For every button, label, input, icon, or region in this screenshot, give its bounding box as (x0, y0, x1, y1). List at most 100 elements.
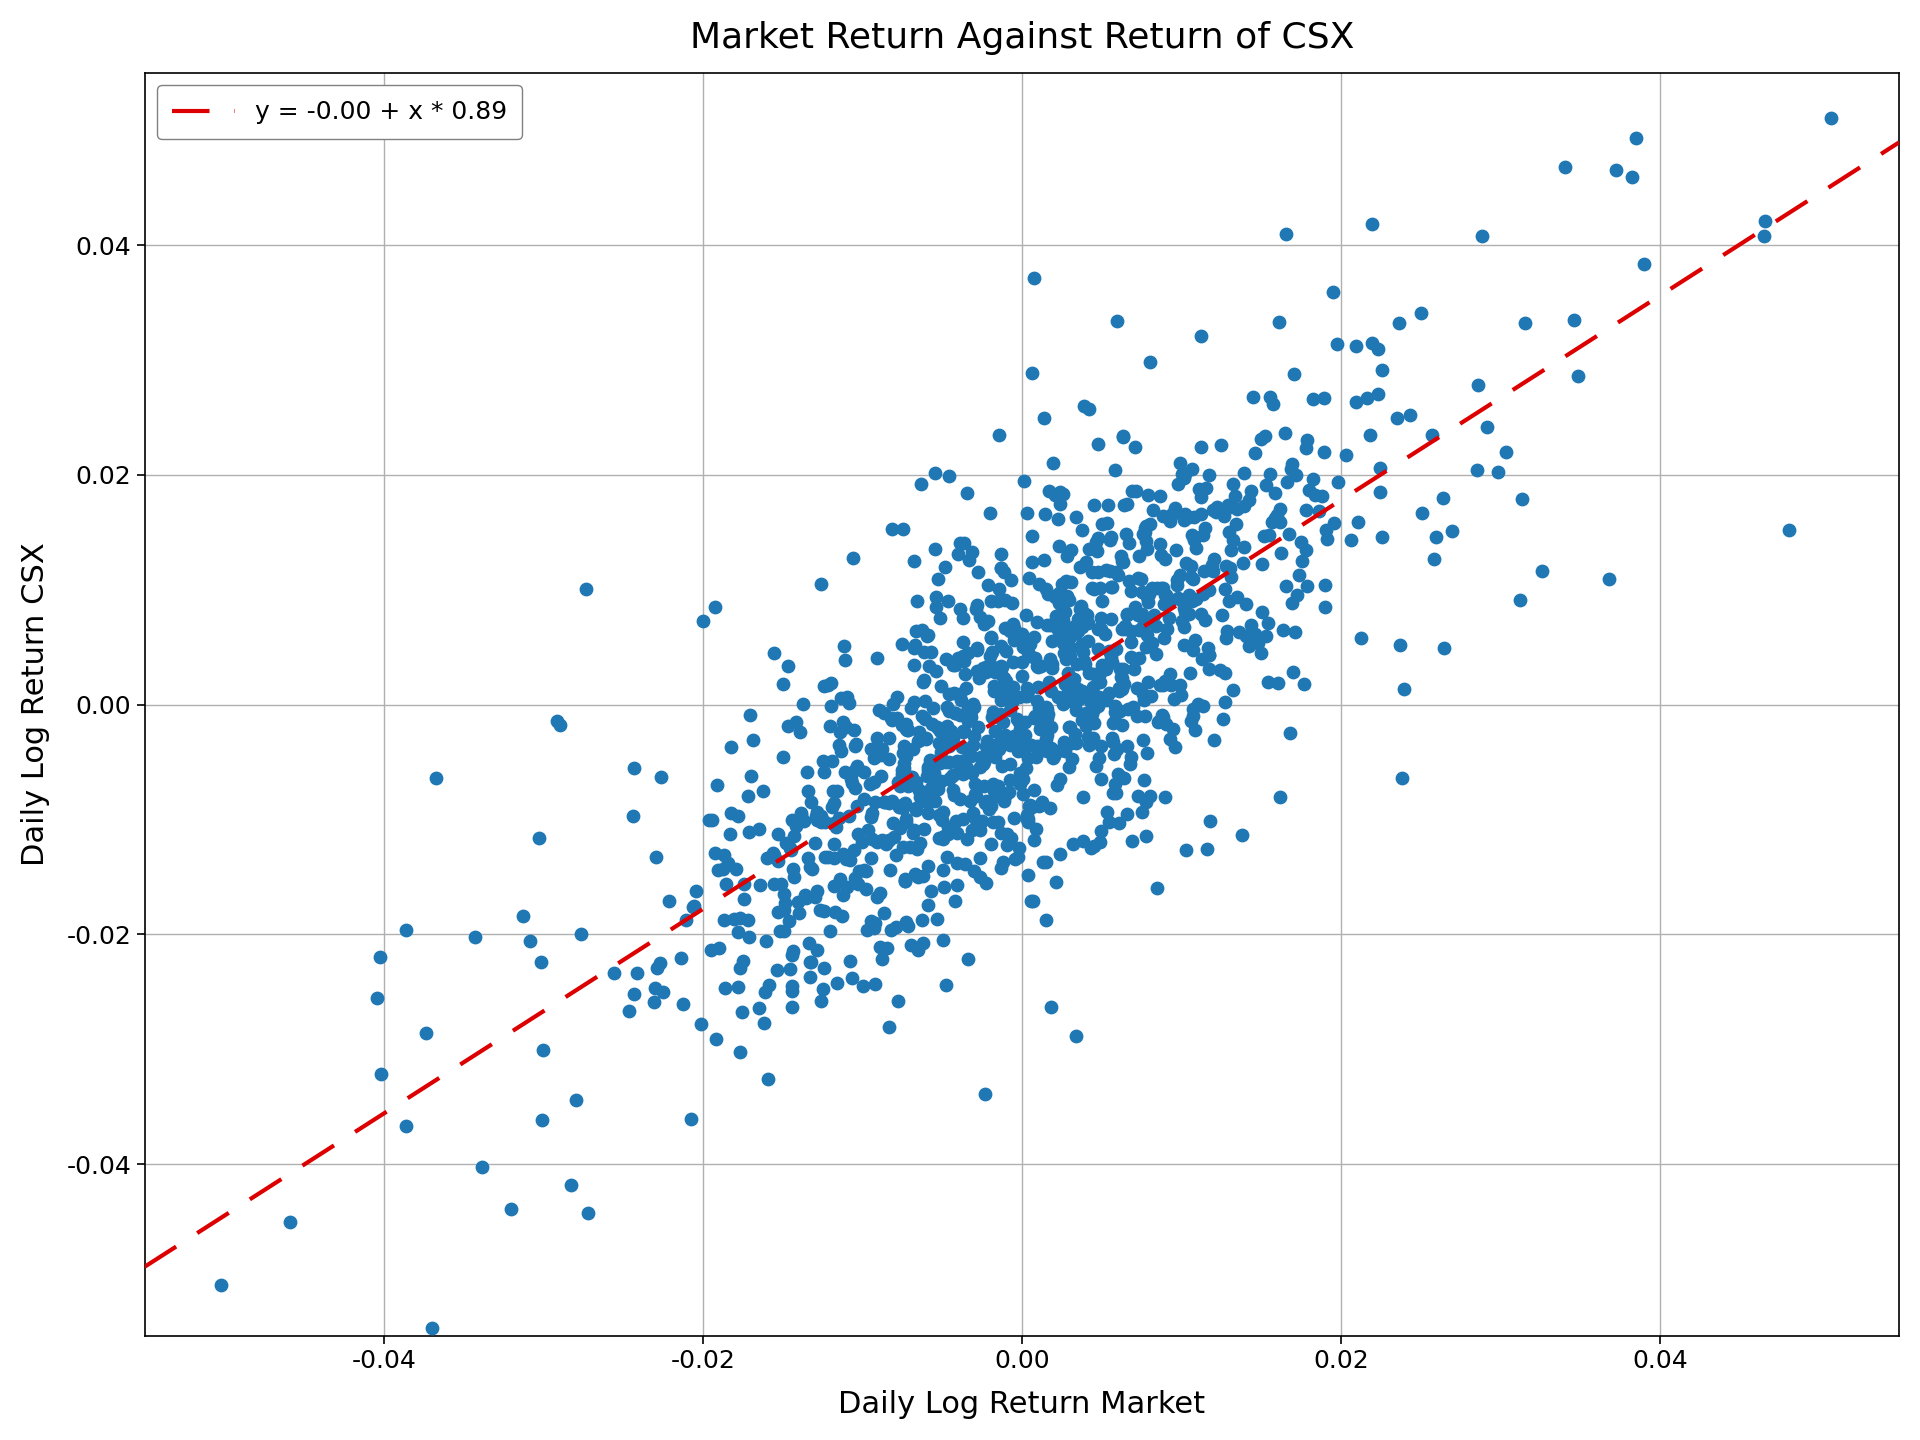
Point (1018, 890, 1048, 913)
Point (710, 873, 741, 896)
Point (874, 858, 904, 881)
Point (998, 651, 1029, 674)
Point (1227, 824, 1258, 847)
Point (1014, 747, 1044, 770)
Point (820, 900, 851, 923)
Point (985, 678, 1016, 701)
Point (868, 901, 899, 924)
Point (1169, 838, 1200, 861)
Point (1167, 504, 1198, 527)
Point (1352, 386, 1382, 409)
Point (1275, 721, 1306, 744)
Point (952, 482, 983, 505)
Point (993, 616, 1023, 639)
Point (1258, 393, 1288, 416)
Point (1123, 647, 1154, 670)
Point (837, 547, 868, 570)
Point (985, 556, 1016, 579)
Point (753, 973, 783, 996)
Point (1175, 661, 1206, 684)
Point (1075, 690, 1106, 713)
Point (1148, 626, 1179, 649)
Point (1229, 461, 1260, 484)
Point (1175, 708, 1206, 732)
Point (1033, 703, 1064, 726)
Point (1064, 687, 1094, 710)
Point (1046, 609, 1077, 632)
Point (987, 851, 1018, 874)
Point (1526, 560, 1557, 583)
Point (733, 821, 764, 844)
Point (881, 844, 912, 867)
Point (933, 589, 964, 612)
Point (1117, 658, 1148, 681)
Point (995, 827, 1025, 850)
Point (956, 700, 987, 723)
Point (1035, 613, 1066, 636)
Point (822, 779, 852, 802)
Point (998, 848, 1029, 871)
Point (1052, 683, 1083, 706)
Point (852, 818, 883, 841)
Point (1133, 484, 1164, 507)
Point (1617, 166, 1647, 189)
Point (1181, 536, 1212, 559)
Point (1014, 645, 1044, 668)
Point (1048, 672, 1079, 696)
Point (964, 667, 995, 690)
Point (1066, 708, 1096, 732)
Point (866, 948, 897, 971)
Point (964, 716, 995, 739)
Point (929, 876, 960, 899)
Point (1041, 484, 1071, 507)
Point (964, 605, 995, 628)
Point (1004, 717, 1035, 740)
Point (966, 746, 996, 769)
Point (1192, 644, 1223, 667)
Point (1156, 672, 1187, 696)
Point (699, 595, 730, 618)
Point (1142, 577, 1173, 600)
Point (1048, 482, 1079, 505)
Point (843, 795, 874, 818)
Point (856, 805, 887, 828)
Point (1206, 658, 1236, 681)
Point (1117, 480, 1148, 503)
Point (966, 847, 996, 870)
Point (851, 860, 881, 883)
Point (904, 832, 935, 855)
Point (726, 1001, 756, 1024)
Point (1010, 684, 1041, 707)
Point (1467, 225, 1498, 248)
Point (952, 641, 983, 664)
Point (837, 966, 868, 989)
Point (973, 736, 1004, 759)
Point (780, 825, 810, 848)
Point (1227, 552, 1258, 575)
Point (1131, 514, 1162, 537)
Point (891, 811, 922, 834)
Point (1284, 531, 1315, 554)
Point (1221, 498, 1252, 521)
Point (1357, 331, 1388, 354)
Point (791, 760, 822, 783)
Point (1060, 1024, 1091, 1047)
Point (889, 752, 920, 775)
Point (1246, 428, 1277, 451)
Point (906, 706, 937, 729)
Point (1127, 683, 1158, 706)
Point (1085, 576, 1116, 599)
Point (945, 750, 975, 773)
Point (912, 624, 943, 647)
Point (1108, 672, 1139, 696)
Point (962, 593, 993, 616)
Point (1073, 726, 1104, 749)
Point (1185, 477, 1215, 500)
Point (910, 726, 941, 749)
Point (1021, 818, 1052, 841)
Point (1213, 520, 1244, 543)
Point (1250, 474, 1281, 497)
Point (1304, 500, 1334, 523)
Point (1164, 472, 1194, 495)
Point (966, 809, 996, 832)
